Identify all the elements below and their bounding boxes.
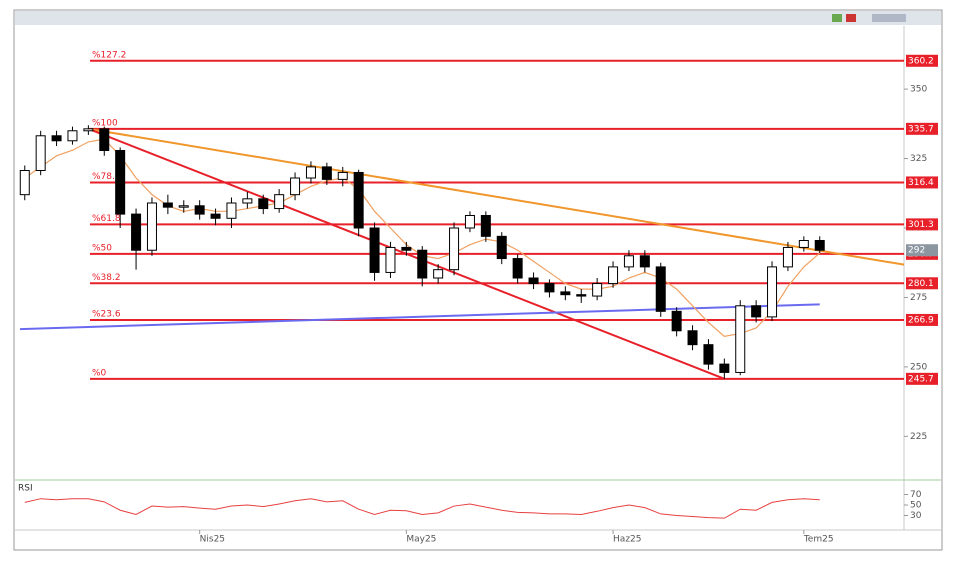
fib-price-box [906, 176, 938, 189]
candle-body [194, 205, 205, 215]
y-tick-label: 325 [910, 154, 927, 164]
candle-body [83, 128, 94, 132]
candle-body [385, 246, 396, 273]
candle-body [767, 266, 778, 318]
x-tick-label: Haz25 [613, 535, 641, 545]
candle-body [305, 166, 316, 179]
candle-body [623, 255, 634, 268]
window-frame [13, 9, 943, 551]
candle-body [67, 130, 78, 142]
rsi-line [24, 498, 820, 519]
candle-body [687, 330, 698, 346]
candle-body [719, 363, 730, 373]
candle-body [242, 198, 253, 204]
fib-label: %61.8 [92, 214, 121, 224]
rsi-tick-label: 30 [910, 511, 922, 521]
candle-body [369, 227, 380, 273]
y-tick-label: 250 [910, 362, 927, 372]
candle-body [814, 240, 825, 251]
candle-body [735, 305, 746, 373]
title-bar [15, 11, 941, 25]
candle-body [576, 294, 587, 297]
fib-price: 335.7 [908, 124, 934, 134]
candle-body [592, 283, 603, 297]
fib-price: 316.4 [908, 178, 934, 188]
candle-body [226, 202, 237, 219]
trend-line [88, 127, 905, 266]
candle-body [35, 135, 46, 171]
fib-label: %0 [92, 368, 107, 378]
toolbar-icon[interactable] [872, 14, 906, 22]
candle-body [512, 258, 523, 279]
fib-price: 280.1 [908, 279, 934, 289]
fib-price: 245.7 [908, 374, 934, 384]
candle-body [146, 202, 157, 251]
fib-price-box [906, 313, 938, 326]
fib-price-box [906, 122, 938, 135]
toolbar-icon[interactable] [846, 14, 856, 22]
y-tick-label: 275 [910, 293, 927, 303]
candle-body [528, 277, 539, 285]
candle-body [782, 246, 793, 268]
candle-body [290, 177, 301, 196]
candle-body [639, 255, 650, 268]
candle-body [115, 150, 126, 215]
y-tick-label: 350 [910, 85, 927, 95]
rsi-tick-label: 50 [910, 501, 922, 511]
candle-body [274, 194, 285, 210]
candle-body [655, 266, 666, 312]
x-tick-label: Tem25 [803, 535, 834, 545]
candle-body [496, 235, 507, 260]
candle-body [178, 205, 189, 208]
fib-label: %50 [92, 243, 112, 253]
candle-body [608, 266, 619, 285]
rsi-tick-label: 70 [910, 490, 922, 500]
fib-price-box [906, 54, 938, 67]
toolbar-icon[interactable] [832, 14, 842, 22]
candle-body [751, 305, 762, 318]
candle-body [321, 166, 332, 180]
fib-price: 266.9 [908, 315, 934, 325]
fib-label: %127.2 [92, 50, 126, 60]
rsi-name: RSI [18, 484, 33, 494]
candle-body [417, 249, 428, 279]
fib-label: %78.6 [92, 172, 121, 182]
candle-body [210, 213, 221, 219]
candle-body [464, 215, 475, 229]
candle-body [433, 269, 444, 279]
candle-body [480, 215, 491, 237]
candle-body [337, 171, 348, 180]
candle-body [19, 170, 30, 196]
fib-price-box [906, 218, 938, 231]
candle-body [401, 246, 412, 251]
candle-body [560, 291, 571, 296]
candle-body [51, 135, 62, 142]
fib-price-box [906, 277, 938, 290]
fib-price: 360.2 [908, 56, 934, 66]
candle-body [353, 171, 364, 229]
last-price: 292 [908, 246, 925, 256]
candle-body [258, 198, 269, 210]
x-tick-label: Nis25 [200, 535, 225, 545]
candle-body [798, 240, 809, 248]
candle-body [449, 227, 460, 271]
candle-body [703, 344, 714, 365]
trend-line [19, 303, 820, 331]
candle-body [671, 310, 682, 332]
y-tick-label: 225 [910, 432, 927, 442]
candle-body [544, 283, 555, 293]
x-tick-label: May25 [406, 535, 436, 545]
fib-price-box [906, 372, 938, 385]
candle-body [162, 202, 173, 208]
candle-body [99, 128, 110, 151]
candle-body [131, 213, 142, 251]
fib-label: %38.2 [92, 273, 121, 283]
fib-label: %100 [92, 118, 118, 128]
fib-label: %23.6 [92, 309, 121, 319]
last-price-box [906, 244, 938, 257]
fib-price: 301.3 [908, 220, 934, 230]
